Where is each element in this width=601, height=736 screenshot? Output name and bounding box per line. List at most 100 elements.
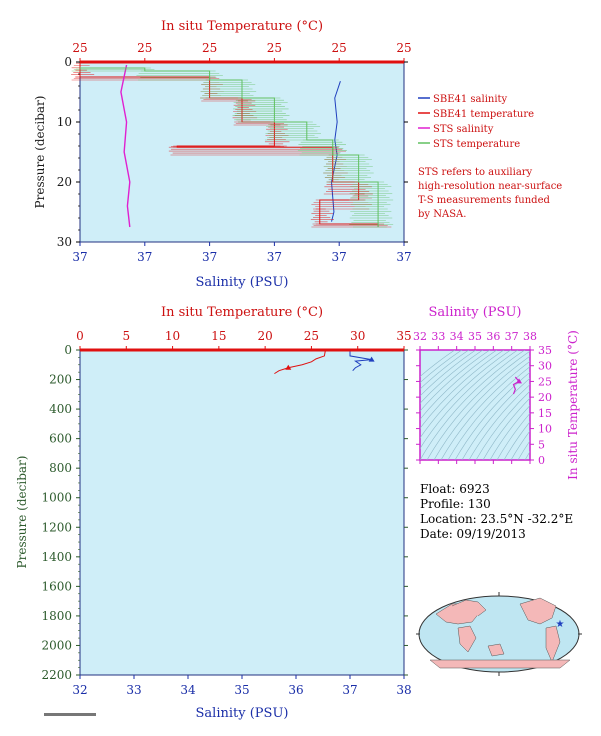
ts-marker <box>516 378 522 384</box>
ts-temp-axis-title: In situ Temperature (°C) <box>566 330 580 480</box>
bottom-salinity-profile <box>349 350 372 372</box>
landmass-australia <box>487 643 505 657</box>
bottom-temperature-profile <box>274 350 326 375</box>
top-temp-tick-label: 25 <box>396 41 411 55</box>
map-land <box>429 597 571 669</box>
bottom-chart: 0 5 10 15 20 25 30 35 32 33 34 35 36 37 38 0 200 400 600 80… <box>15 305 412 721</box>
legend-label-sbe41-salinity: SBE41 salinity <box>433 94 508 105</box>
ts-density-contour <box>461 377 530 460</box>
ts-density-contour <box>420 350 463 384</box>
bottom-salinity-tick-label: 38 <box>396 683 411 697</box>
note-line: STS refers to auxiliary <box>418 167 533 178</box>
bottom-salinity-tick-label: 34 <box>180 683 196 697</box>
bottom-pressure-tick-label: 1200 <box>41 520 72 534</box>
ts-curve <box>512 376 520 395</box>
bottom-salinity-tick-label: 37 <box>342 683 357 697</box>
ts-salinity-tick-label: 37 <box>505 330 519 343</box>
bottom-pressure-tick-label: 1000 <box>41 491 72 505</box>
landmass-asia <box>451 599 487 617</box>
ts-density-contour <box>440 360 530 460</box>
top-salinity-tick-label: 37 <box>137 250 152 264</box>
top-temp-axis-title: In situ Temperature (°C) <box>161 19 323 34</box>
ts-density-contour <box>420 350 477 397</box>
top-temp-tick-label: 25 <box>267 41 282 55</box>
note-line: T-S measurements funded <box>418 195 550 206</box>
bottom-temp-tick-label: 15 <box>211 329 226 343</box>
bottom-salinity-tick-label: 33 <box>126 683 141 697</box>
ts-salinity-tick-label: 32 <box>413 330 427 343</box>
ts-axes: 32 33 34 35 36 37 38 0 5 10 15 20 25 30 35 <box>413 330 552 467</box>
bottom-temp-tick-label: 25 <box>304 329 319 343</box>
ts-density-contours <box>420 350 530 460</box>
ts-density-contour <box>426 350 530 460</box>
profile-date: Date: 09/19/2013 <box>420 527 526 541</box>
float-info: Float: 6923 Profile: 130 Location: 23.5°… <box>420 482 573 541</box>
ts-salinity-tick-label: 38 <box>523 330 537 343</box>
ts-density-contour <box>482 397 530 460</box>
ts-density-contour <box>420 350 456 377</box>
ts-density-contour <box>433 355 530 460</box>
top-temp-tick-label: 25 <box>202 41 217 55</box>
top-temp-tick-label: 25 <box>137 41 152 55</box>
bottom-pressure-tick-label: 1600 <box>41 579 72 593</box>
top-temp-tick-label: 25 <box>332 41 347 55</box>
ts-plot-area <box>419 349 531 461</box>
ts-density-contour <box>447 366 530 460</box>
top-salinity-axis-title: Salinity (PSU) <box>196 275 289 290</box>
bottom-pressure-tick-label: 0 <box>64 343 72 357</box>
top-temp-tick-label: 25 <box>72 41 87 55</box>
bottom-temp-tick-label: 35 <box>396 329 411 343</box>
float-location-star-icon: ★ <box>556 619 565 630</box>
note-line: by NASA. <box>418 209 466 220</box>
top-pressure-tick-label: 20 <box>57 175 72 189</box>
salinity-marker <box>368 356 375 362</box>
ts-temp-tick-label: 30 <box>538 360 552 373</box>
bottom-pressure-tick-label: 1800 <box>41 609 72 623</box>
legend-label-sts-salinity: STS salinity <box>433 124 494 135</box>
ts-salinity-tick-label: 35 <box>468 330 482 343</box>
ts-temp-tick-label: 0 <box>538 454 545 467</box>
float-id: Float: 6923 <box>420 482 490 496</box>
ts-salinity-tick-label: 36 <box>486 330 500 343</box>
ts-density-contour <box>454 371 530 460</box>
ts-density-contour <box>489 405 530 460</box>
ts-density-contour <box>420 350 470 390</box>
bottom-salinity-tick-label: 35 <box>234 683 249 697</box>
bottom-temp-tick-label: 20 <box>258 329 273 343</box>
bottom-pressure-tick-label: 2000 <box>41 638 72 652</box>
series-sts-salinity <box>120 64 131 228</box>
bottom-series-group <box>274 350 375 375</box>
top-salinity-tick-label: 37 <box>72 250 87 264</box>
world-map: ★ <box>416 592 582 676</box>
ts-density-contour <box>420 350 519 449</box>
landmass-south-america <box>545 625 561 663</box>
note-line: high-resolution near-surface <box>418 181 562 192</box>
ts-series-group <box>512 376 522 395</box>
ts-density-contour <box>496 412 530 460</box>
top-pressure-tick-label: 10 <box>57 115 72 129</box>
top-chart: 25 25 25 25 25 25 37 37 37 37 37 37 0 10 20 30 In situ … <box>33 19 562 290</box>
ts-temp-tick-label: 25 <box>538 375 552 388</box>
bottom-temp-tick-label: 10 <box>165 329 180 343</box>
landmass-antarctica <box>429 659 571 669</box>
ts-density-contour <box>420 350 526 460</box>
bottom-pressure-tick-label: 800 <box>49 461 72 475</box>
series-sbe41-temperature <box>79 63 379 227</box>
top-legend: SBE41 salinity SBE41 temperature STS sal… <box>418 94 534 150</box>
top-axes: 25 25 25 25 25 25 37 37 37 37 37 37 0 10 20 30 <box>57 41 412 264</box>
ts-density-contour <box>468 384 530 460</box>
ts-density-contour <box>420 350 505 429</box>
ts-temp-tick-label: 15 <box>538 407 552 420</box>
top-pressure-tick-label: 30 <box>57 235 72 249</box>
bottom-axes: 0 5 10 15 20 25 30 35 32 33 34 35 36 37 38 0 200 400 600 80… <box>41 329 411 697</box>
top-pressure-tick-label: 0 <box>64 55 72 69</box>
top-salinity-tick-label: 37 <box>202 250 217 264</box>
top-series-group <box>71 62 394 228</box>
ts-density-contour <box>420 350 512 439</box>
ts-density-contour <box>524 451 530 460</box>
top-salinity-tick-label: 37 <box>267 250 282 264</box>
bottom-salinity-axis-title: Salinity (PSU) <box>196 706 289 721</box>
bottom-pressure-tick-label: 2200 <box>41 668 72 682</box>
ts-density-contour <box>420 350 484 404</box>
